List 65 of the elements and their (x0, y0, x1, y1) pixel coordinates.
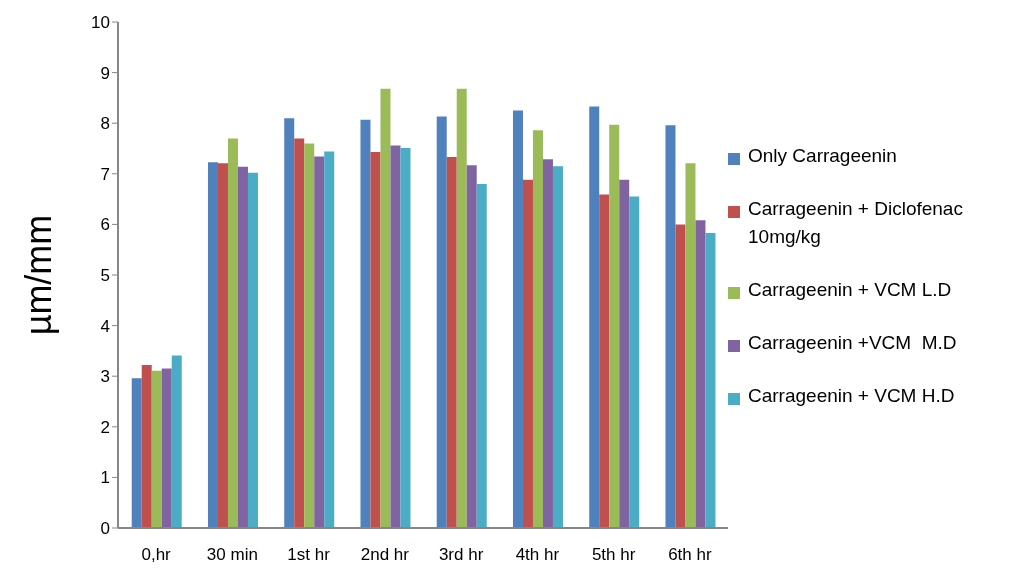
bar (532, 130, 543, 528)
x-tick-label: 5th hr (591, 545, 636, 565)
legend-label: Carrageenin +VCM M.D (748, 330, 957, 355)
bar (446, 157, 457, 528)
y-tick-label: 9 (100, 63, 110, 83)
bar (247, 172, 258, 528)
bar (294, 138, 305, 528)
bar (599, 194, 610, 528)
x-tick-label: 2nd hr (360, 545, 410, 565)
x-tick-label: 3rd hr (438, 545, 484, 565)
bar (436, 116, 447, 528)
y-tick-label: 6 (100, 215, 110, 235)
y-tick-label: 3 (100, 367, 110, 387)
legend-label: Carrageenin + VCM L.D (748, 277, 952, 302)
bar (476, 183, 487, 528)
y-tick-label: 8 (100, 114, 110, 134)
y-tick-label: 2 (100, 417, 110, 437)
bar (542, 159, 553, 528)
y-tick-label: 7 (100, 164, 110, 184)
bar (237, 166, 248, 528)
x-tick-label: 1st hr (287, 545, 331, 565)
bar (619, 179, 630, 528)
bar (151, 370, 162, 528)
x-tick-label: 6th hr (668, 545, 712, 565)
y-tick-label: 4 (100, 316, 110, 336)
bar (675, 224, 686, 528)
bar (552, 166, 563, 528)
bar (512, 110, 523, 528)
x-tick-label: 30 min (206, 545, 258, 565)
y-tick-label: 1 (100, 468, 110, 488)
y-tick-label: 0 (100, 519, 110, 539)
y-tick-label: 5 (100, 266, 110, 286)
legend-label: Only Carrageenin (748, 143, 897, 168)
bar (207, 162, 218, 528)
bar (629, 196, 640, 528)
bar (304, 143, 315, 528)
bar (705, 233, 716, 528)
bar (665, 125, 676, 528)
bar (217, 163, 228, 528)
legend-label: Carrageenin + VCM H.D (748, 383, 955, 408)
bar (589, 106, 600, 528)
bar (695, 220, 706, 528)
bar (360, 119, 371, 528)
bar (141, 365, 152, 528)
bar (131, 378, 142, 528)
bar (609, 124, 620, 528)
bar (456, 88, 467, 528)
bar (380, 88, 391, 528)
bar (161, 368, 172, 528)
bar (284, 118, 295, 528)
bar (390, 145, 401, 528)
y-tick-label: 10 (91, 13, 110, 33)
bar (466, 165, 477, 528)
bar (227, 138, 238, 528)
bar (370, 152, 381, 528)
bar (324, 151, 335, 528)
y-axis-title: µm/mm (17, 214, 59, 336)
bar (522, 179, 533, 528)
legend-label: Carrageenin + Diclofenac 10mg/kg (748, 196, 964, 249)
x-tick-label: 4th hr (515, 545, 560, 565)
x-tick-label: 0,hr (141, 545, 172, 565)
bar (314, 156, 325, 528)
bar (685, 163, 696, 528)
bar (400, 147, 411, 528)
bar (171, 355, 182, 528)
